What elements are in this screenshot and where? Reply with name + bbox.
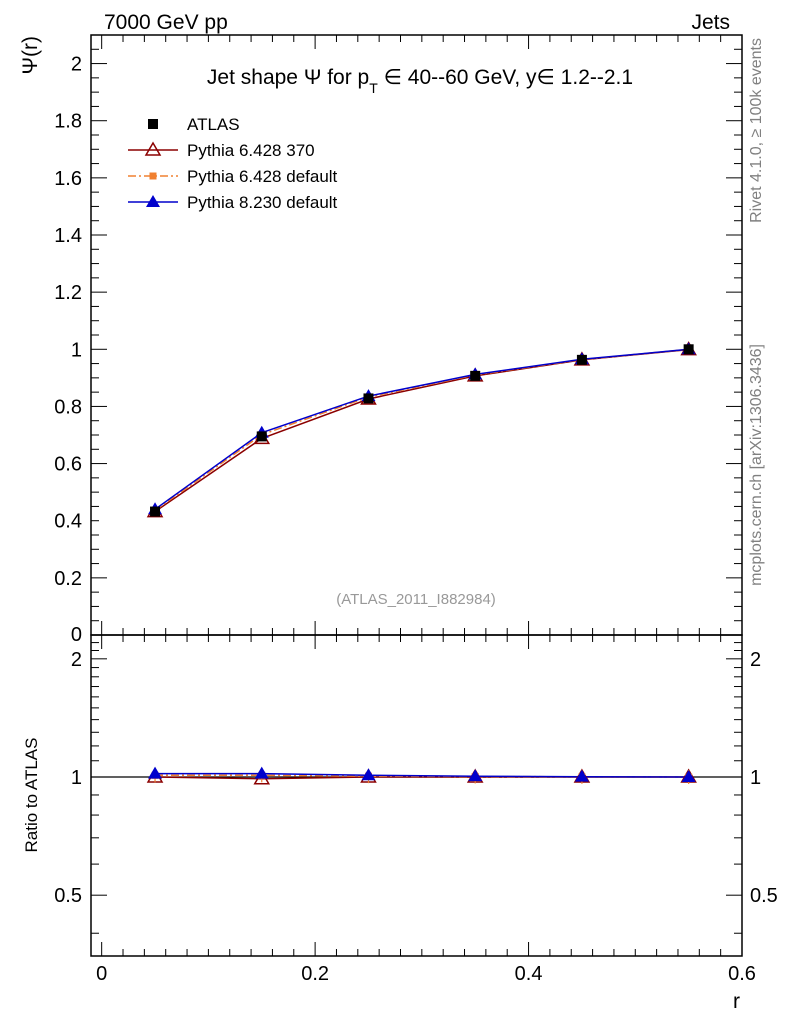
chart-title: Jet shape Ψ for pT ∈ 40--60 GeV, y∈ 1.2-…	[207, 66, 633, 96]
analysis-watermark: (ATLAS_2011_I882984)	[336, 591, 496, 608]
y-axis-label: Ψ(r)	[19, 36, 42, 75]
x-tick-label: 0.6	[728, 963, 756, 985]
title-prefix: Jet shape Ψ for p	[207, 66, 369, 89]
y-tick-label: 0.4	[54, 511, 82, 533]
legend-marker	[146, 195, 160, 207]
ratio-point	[361, 768, 376, 781]
data-point	[683, 344, 694, 355]
x-tick-label: 0.2	[301, 963, 329, 985]
y-tick-label: 1.8	[54, 111, 82, 133]
header-right: Jets	[691, 11, 730, 34]
data-point	[363, 393, 374, 404]
x-tick-label: 0.4	[515, 963, 543, 985]
header-left: 7000 GeV pp	[104, 11, 228, 34]
series-line	[154, 348, 689, 513]
series-line	[154, 348, 689, 510]
y-tick-label: 0.8	[54, 396, 82, 418]
ratio-series-line	[155, 772, 689, 778]
ratio-point	[254, 766, 269, 779]
data-point	[470, 370, 481, 381]
ratio-y-axis-label: Ratio to ATLAS	[22, 738, 41, 853]
mcplots-label: mcplots.cern.ch [arXiv:1306.3436]	[748, 344, 765, 586]
y-tick-label-zero: 0	[71, 624, 82, 646]
series-line	[154, 348, 689, 512]
main-panel: 0.2 0.4 0.6 0.8 1 1.2 1.4 1.6 1.8 2 0	[54, 34, 743, 956]
ratio-point	[681, 770, 696, 783]
ratio-point	[468, 769, 483, 782]
ratio-y-tick-label-right: 2	[750, 649, 761, 671]
y-tick-label: 0.6	[54, 454, 82, 476]
legend-label: Pythia 6.428 default	[187, 167, 338, 186]
legend-marker	[144, 141, 162, 156]
ratio-y-tick-label: 2	[71, 649, 82, 671]
rivet-version-label: Rivet 4.1.0, ≥ 100k events	[748, 38, 765, 223]
ratio-y-tick-label: 1	[71, 767, 82, 789]
legend-label: Pythia 6.428 370	[187, 141, 315, 160]
legend-marker	[148, 119, 158, 129]
legend-label: ATLAS	[187, 115, 240, 134]
x-tick-label: 0	[96, 963, 107, 985]
y-tick-label: 1	[71, 339, 82, 361]
ratio-y-tick-label-right: 0.5	[750, 885, 778, 907]
ratio-point	[574, 769, 589, 782]
title-suffix: ∈ 40--60 GeV, y∈ 1.2--2.1	[378, 66, 633, 89]
figure-labels: ATLAS Pythia 6.428 370 Pythia 6.428 defaul…	[19, 11, 765, 1013]
ratio-y-tick-label-right: 1	[750, 767, 761, 789]
data-point	[256, 431, 267, 442]
y-tick-label: 0.2	[54, 568, 82, 590]
ratio-point	[148, 766, 163, 779]
y-tick-label: 2	[71, 54, 82, 76]
y-tick-label: 1.6	[54, 168, 82, 190]
y-tick-label: 1.2	[54, 282, 82, 304]
ratio-panel: 0 0.2 0.4 0.6 0.5 0.5 1 1 2 2	[54, 634, 778, 985]
legend-label: Pythia 8.230 default	[187, 193, 338, 212]
ratio-frame	[90, 634, 743, 957]
legend-marker	[149, 172, 157, 180]
ratio-y-tick-label: 0.5	[54, 885, 82, 907]
data-point	[150, 506, 161, 517]
x-axis-label: r	[733, 990, 740, 1013]
data-point	[576, 354, 587, 365]
title-subscript: T	[369, 80, 378, 96]
y-tick-label: 1.4	[54, 225, 82, 247]
